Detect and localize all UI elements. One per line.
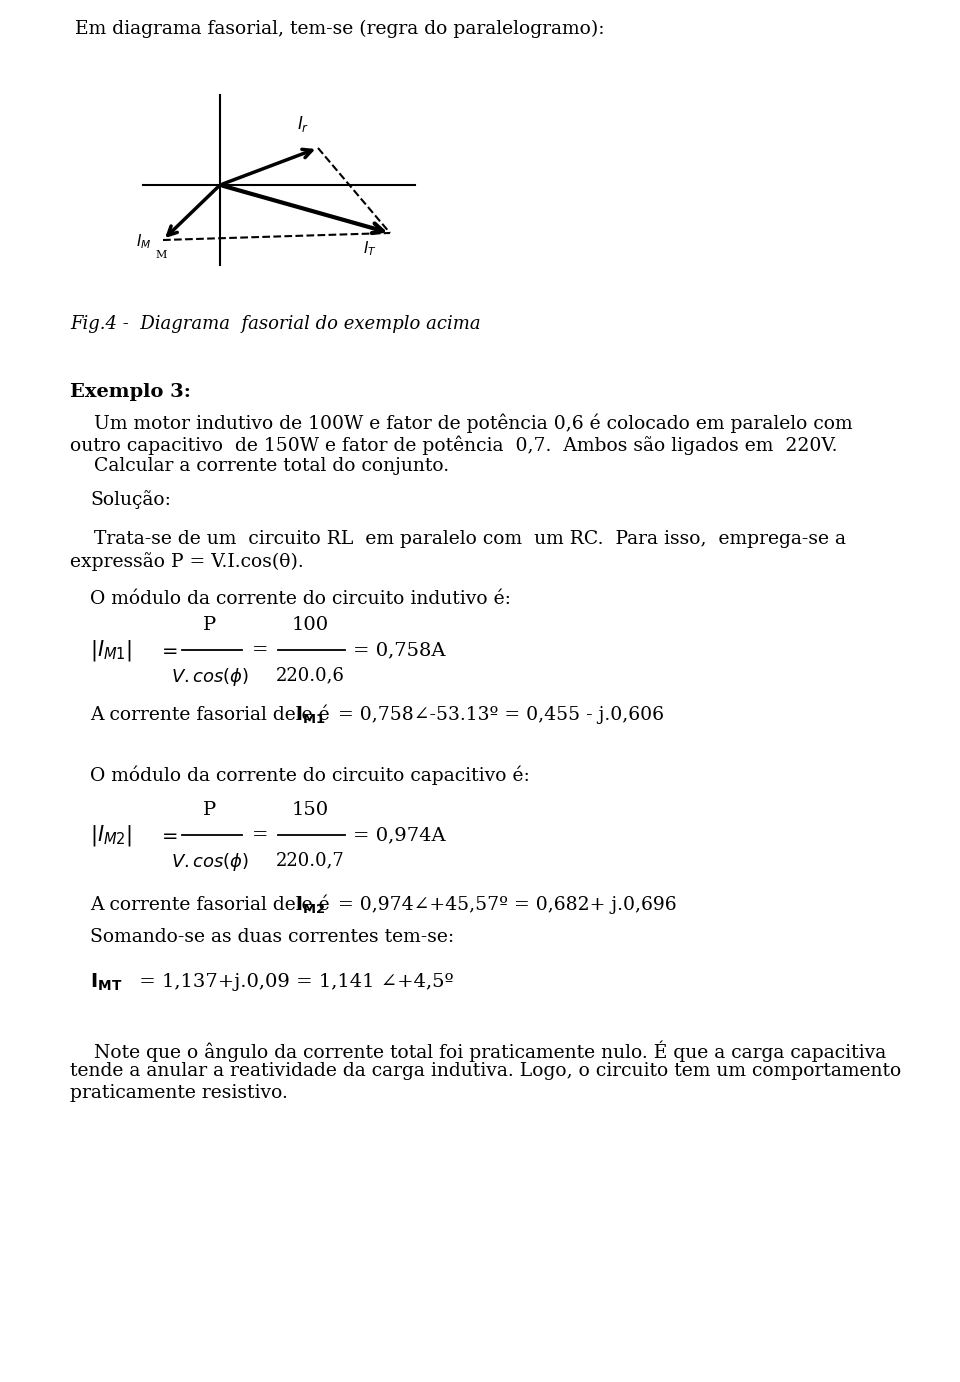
Text: expressão P = V.I.cos(θ).: expressão P = V.I.cos(θ). bbox=[70, 551, 303, 571]
Text: Note que o ângulo da corrente total foi praticamente nulo. É que a carga capacit: Note que o ângulo da corrente total foi … bbox=[70, 1041, 886, 1061]
Text: O módulo da corrente do circuito indutivo é:: O módulo da corrente do circuito indutiv… bbox=[90, 590, 511, 608]
Text: $|I_{M2}|$: $|I_{M2}|$ bbox=[90, 822, 132, 847]
Text: = 1,137+j.0,09 = 1,141 ∠+4,5º: = 1,137+j.0,09 = 1,141 ∠+4,5º bbox=[133, 973, 454, 991]
Text: Trata-se de um  circuito RL  em paralelo com  um RC.  Para isso,  emprega-se a: Trata-se de um circuito RL em paralelo c… bbox=[70, 531, 846, 549]
Text: = 0,974A: = 0,974A bbox=[353, 826, 445, 844]
Text: 220.0,6: 220.0,6 bbox=[276, 666, 345, 684]
Text: $\mathbf{I_{M1}}$: $\mathbf{I_{M1}}$ bbox=[295, 705, 325, 726]
Text: Somando-se as duas correntes tem-se:: Somando-se as duas correntes tem-se: bbox=[90, 927, 454, 947]
Text: $=$: $=$ bbox=[158, 641, 179, 659]
Text: $\mathbf{I_{M2}}$: $\mathbf{I_{M2}}$ bbox=[295, 894, 325, 916]
Text: 100: 100 bbox=[292, 616, 328, 634]
Text: 150: 150 bbox=[292, 802, 328, 820]
Text: Fig.4 -  Diagrama  fasorial do exemplo acima: Fig.4 - Diagrama fasorial do exemplo aci… bbox=[70, 315, 481, 333]
Text: M: M bbox=[156, 250, 167, 260]
Text: =: = bbox=[252, 826, 269, 844]
Text: praticamente resistivo.: praticamente resistivo. bbox=[70, 1083, 288, 1101]
Text: A corrente fasorial dele é: A corrente fasorial dele é bbox=[90, 706, 342, 724]
Text: $=$: $=$ bbox=[158, 826, 179, 844]
Text: 220.0,7: 220.0,7 bbox=[276, 851, 345, 869]
Text: $I_r$: $I_r$ bbox=[297, 113, 309, 134]
Text: A corrente fasorial dele é: A corrente fasorial dele é bbox=[90, 896, 342, 914]
Text: Calcular a corrente total do conjunto.: Calcular a corrente total do conjunto. bbox=[70, 457, 449, 475]
Text: Solução:: Solução: bbox=[90, 491, 171, 509]
Text: = 0,758∠-53.13º = 0,455 - j.0,606: = 0,758∠-53.13º = 0,455 - j.0,606 bbox=[332, 706, 664, 724]
Text: =: = bbox=[252, 641, 269, 659]
Text: P: P bbox=[204, 802, 217, 820]
Text: Em diagrama fasorial, tem-se (regra do paralelogramo):: Em diagrama fasorial, tem-se (regra do p… bbox=[75, 19, 605, 39]
Text: P: P bbox=[204, 616, 217, 634]
Text: tende a anular a reatividade da carga indutiva. Logo, o circuito tem um comporta: tende a anular a reatividade da carga in… bbox=[70, 1061, 901, 1079]
Text: = 0,974∠+45,57º = 0,682+ j.0,696: = 0,974∠+45,57º = 0,682+ j.0,696 bbox=[332, 896, 677, 914]
Text: $|I_{M1}|$: $|I_{M1}|$ bbox=[90, 637, 132, 662]
Text: $\mathbf{I_{MT}}$: $\mathbf{I_{MT}}$ bbox=[90, 972, 122, 992]
Text: O módulo da corrente do circuito capacitivo é:: O módulo da corrente do circuito capacit… bbox=[90, 766, 530, 785]
Text: outro capacitivo  de 150W e fator de potência  0,7.  Ambos são ligados em  220V.: outro capacitivo de 150W e fator de potê… bbox=[70, 435, 837, 455]
Text: Exemplo 3:: Exemplo 3: bbox=[70, 383, 191, 401]
Text: $I_M$: $I_M$ bbox=[135, 232, 151, 252]
Text: $V.cos(\phi)$: $V.cos(\phi)$ bbox=[171, 666, 249, 688]
Text: Um motor indutivo de 100W e fator de potência 0,6 é colocado em paralelo com: Um motor indutivo de 100W e fator de pot… bbox=[70, 413, 852, 433]
Text: = 0,758A: = 0,758A bbox=[353, 641, 445, 659]
Text: $I_T$: $I_T$ bbox=[363, 239, 377, 257]
Text: $V.cos(\phi)$: $V.cos(\phi)$ bbox=[171, 851, 249, 873]
